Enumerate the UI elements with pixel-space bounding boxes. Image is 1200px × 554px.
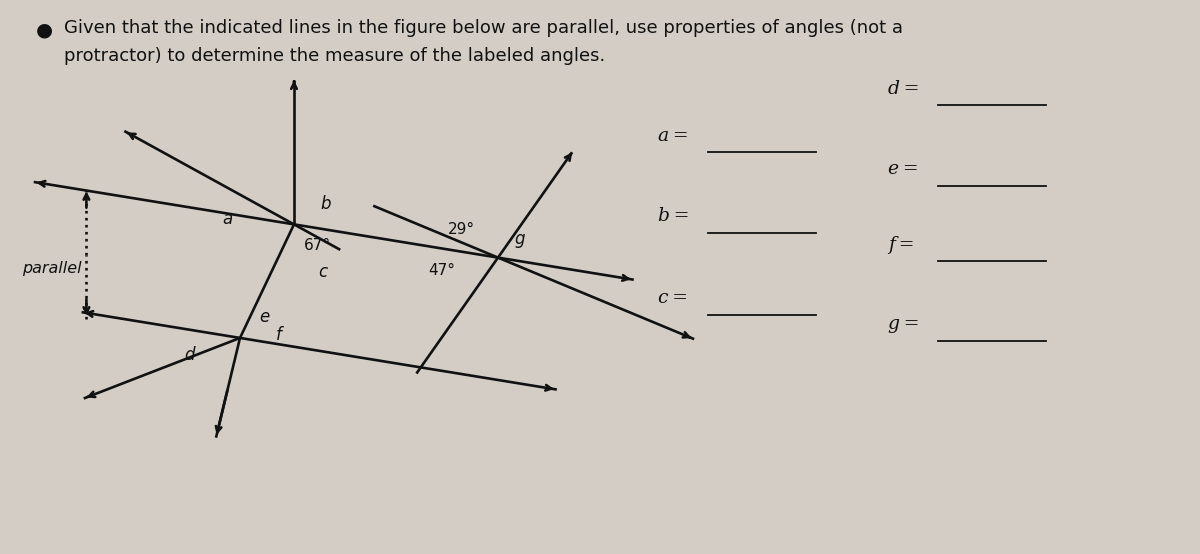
Text: parallel: parallel	[22, 261, 82, 276]
Text: f =: f =	[888, 236, 914, 254]
Text: e: e	[259, 308, 270, 326]
Text: 67°: 67°	[304, 238, 331, 253]
Text: b =: b =	[658, 207, 689, 225]
Text: 47°: 47°	[428, 263, 456, 278]
Text: c =: c =	[658, 289, 688, 307]
Text: b: b	[320, 196, 331, 213]
Text: c: c	[318, 263, 328, 281]
Text: e =: e =	[888, 160, 919, 178]
Text: protractor) to determine the measure of the labeled angles.: protractor) to determine the measure of …	[64, 47, 605, 65]
Text: ●: ●	[36, 20, 53, 39]
Text: 29°: 29°	[448, 222, 475, 237]
Text: d =: d =	[888, 80, 919, 98]
Text: f: f	[276, 326, 282, 344]
Text: a =: a =	[658, 127, 689, 145]
Text: a: a	[222, 210, 233, 228]
Text: Given that the indicated lines in the figure below are parallel, use properties : Given that the indicated lines in the fi…	[64, 19, 902, 37]
Text: d: d	[184, 346, 194, 364]
Text: g =: g =	[888, 315, 919, 333]
Text: g: g	[515, 230, 526, 248]
